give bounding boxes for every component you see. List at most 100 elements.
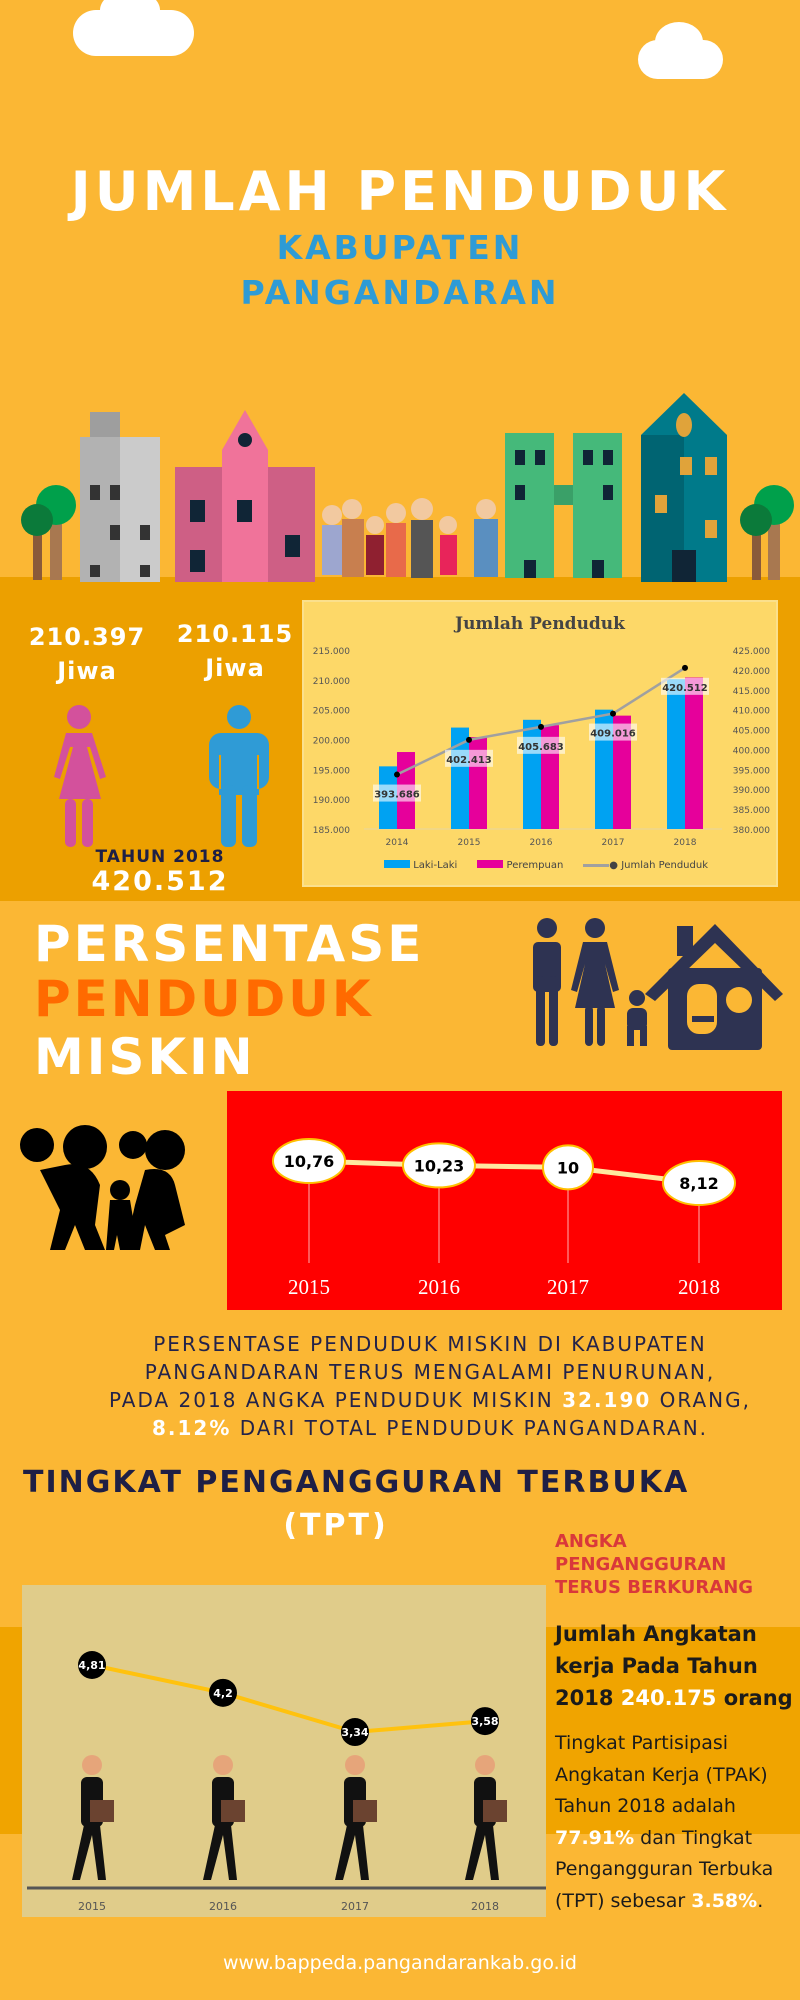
y-tick-label: 190.000 [313,796,350,806]
x-tick-label: 2014 [386,838,409,848]
total-point [538,723,544,730]
poverty-title-2: PENDUDUK [34,970,374,1028]
chart-legend: Laki-Laki Perempuan ● Jumlah Penduduk [384,860,708,871]
poverty-title-3: MISKIN [34,1028,256,1086]
data-label: 10 [557,1158,579,1177]
tpt-subtitle: (TPT) [283,1508,389,1543]
bar-perempuan [685,677,703,829]
y2-tick-label: 395.000 [733,766,770,776]
subtitle-pangandaran: PANGANDARAN [240,273,560,312]
y2-tick-label: 420.000 [733,667,770,677]
data-label: 4,81 [78,1659,105,1672]
tpt-note: ANGKA PENGANGGURAN TERUS BERKURANG [555,1531,754,1598]
data-label: 10,23 [414,1156,465,1175]
data-label: 10,76 [284,1152,335,1171]
poor-family-icon [20,1125,185,1250]
bar-laki-laki [667,679,685,829]
data-label: 393.686 [374,790,420,801]
y-tick-label: 195.000 [313,766,350,776]
female-count: 210.397 [28,623,146,651]
y-tick-label: 215.000 [313,647,350,657]
data-point [209,1678,237,1707]
tpak-text: Tingkat Partisipasi Angkatan Kerja (TPAK… [555,1732,774,1912]
total-point [394,771,400,778]
footer-url[interactable]: www.bappeda.pangandarankab.go.id [222,1952,577,1974]
x-tick-label: 2016 [530,838,553,848]
y2-tick-label: 385.000 [733,806,770,816]
data-label-bg [589,723,637,741]
bar-laki-laki [523,719,541,829]
tree-icon [21,485,76,580]
data-label: 8,12 [679,1174,718,1193]
tpak-value: 77.91% [555,1826,635,1849]
building-green [505,433,622,578]
x-tick-label: 2015 [458,838,481,848]
x-tick-label: 2017 [602,838,625,848]
data-point [542,1144,594,1191]
labor-force-text: Jumlah Angkatan kerja Pada Tahun 2018 24… [555,1622,793,1710]
data-point [78,1651,106,1679]
labor-force-count: 240.175 [620,1686,717,1710]
legend-laki: Laki-Laki [384,860,457,871]
y2-tick-label: 380.000 [733,826,770,836]
poverty-line [308,1158,700,1186]
worker-icon [335,1755,377,1880]
building-gray [80,412,160,582]
tpt-chart: 4,81 2015 4,2 2016 3,34 2017 3,58 2018 [22,1585,546,1917]
data-point [471,1707,499,1736]
poverty-text-line: 8.12% DARI TOTAL PENDUDUK PANGANDARAN. [151,1416,709,1440]
y-tick-label: 210.000 [313,677,350,687]
y2-tick-label: 400.000 [733,746,770,756]
y2-tick-label: 415.000 [733,687,770,697]
data-label: 3,58 [471,1715,498,1728]
y-tick-label: 205.000 [313,707,350,717]
worker-icon [465,1755,507,1880]
page-title: JUMLAH PENDUDUK [70,160,730,223]
data-label: 409.016 [590,729,636,740]
total-point [610,710,616,717]
population-chart: Jumlah Penduduk 185.000 190.000 195.000 200… [302,600,778,887]
data-label: 4,2 [213,1687,233,1700]
data-label-bg [517,736,565,754]
data-point [402,1142,476,1189]
x-tick-label: 2017 [547,1275,589,1299]
male-unit: Jiwa [205,654,265,682]
tpt-chart-svg: 4,81 2015 4,2 2016 3,34 2017 3,58 2018 [27,1651,546,1913]
y2-tick-label: 390.000 [733,786,770,796]
bar-laki-laki [451,727,469,829]
year-label: TAHUN 2018 [95,847,225,867]
legend-jumlah: ● Jumlah Penduduk [583,860,708,871]
cityscape-illustration [21,393,794,582]
data-label: 420.512 [662,683,708,694]
data-label: 405.683 [518,742,564,753]
total-population: 420.512 [91,866,229,897]
male-count: 210.115 [176,620,294,648]
data-point [662,1159,736,1206]
y-tick-label: 200.000 [313,737,350,747]
y-tick-label: 185.000 [313,826,350,836]
family-group [322,498,498,578]
total-point [466,736,472,743]
population-chart-svg: 185.000 190.000 195.000 200.000 205.000 210.0… [313,647,770,848]
family-house-icon [533,918,783,1050]
tree-icon [740,485,794,580]
data-label-bg [445,749,493,767]
x-tick-label: 2015 [78,1900,106,1913]
x-tick-label: 2017 [341,1900,369,1913]
y2-tick-label: 405.000 [733,727,770,737]
bar-perempuan [613,715,631,829]
data-label-bg [373,784,421,802]
worker-icon [72,1755,114,1880]
poverty-chart: 10,76 2015 10,23 2016 10 2017 8,12 2018 [227,1091,782,1310]
tpt-value: 3.58% [691,1889,758,1912]
x-tick-label: 2016 [418,1275,460,1299]
cloud-icon [655,22,703,62]
legend-perempuan: Perempuan [477,860,563,871]
data-label: 3,34 [341,1726,368,1739]
poor-count: 32.190 [562,1388,652,1412]
poverty-text-line: PANGANDARAN TERUS MENGALAMI PENURUNAN, [144,1360,716,1384]
tpt-line [91,1663,486,1735]
building-pink [175,410,315,582]
poverty-text-line: PADA 2018 ANGKA PENDUDUK MISKIN 32.190 O… [108,1388,751,1412]
poor-percent: 8.12% [151,1416,232,1440]
